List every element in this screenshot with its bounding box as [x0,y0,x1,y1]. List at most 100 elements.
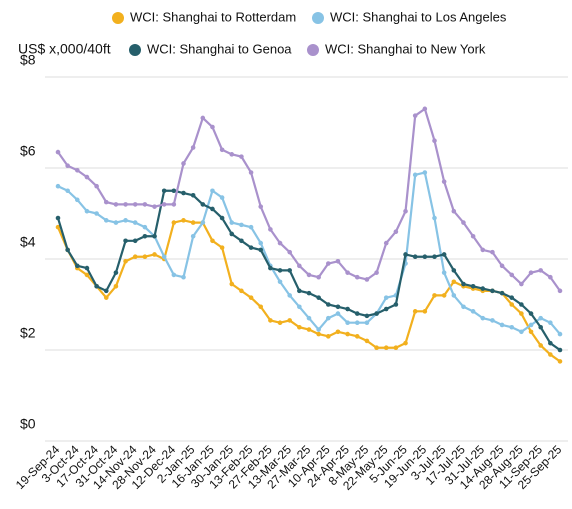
data-point [364,338,370,344]
data-point [451,293,457,298]
data-point [297,288,302,294]
data-point [470,284,476,289]
data-point [316,274,321,280]
data-point [354,311,360,316]
data-point [84,272,90,278]
data-point [538,315,543,321]
data-point [297,304,302,310]
data-point [557,288,563,294]
data-point [103,295,109,300]
data-point [277,268,283,273]
data-point [258,240,264,246]
data-point [287,293,292,298]
series-line [56,189,561,351]
data-point [103,288,109,294]
data-point [287,268,292,273]
data-point [316,331,321,337]
data-point [142,233,148,239]
data-point [248,245,254,250]
data-point [219,147,225,153]
data-point [171,188,177,194]
data-point [528,311,534,316]
data-point [383,345,389,351]
data-point [277,240,283,246]
data-point [75,167,80,173]
data-point [364,320,370,326]
data-point [326,302,331,307]
data-point [490,288,495,294]
data-point [499,290,505,296]
data-point [528,329,534,335]
data-point [287,318,292,323]
data-point [65,188,70,194]
data-point [335,304,341,310]
data-point [354,320,360,326]
data-point [364,277,370,282]
data-point [412,113,418,118]
data-point [548,340,553,346]
data-point [364,313,370,319]
data-point [239,288,244,294]
data-point [374,311,379,316]
data-point [55,215,61,221]
data-point [84,265,90,271]
data-point [538,343,543,348]
data-point [548,320,553,326]
data-point [509,324,515,330]
data-point [316,327,321,332]
series-line [57,107,561,292]
data-point [335,329,341,335]
data-point [422,254,428,260]
data-point [306,272,312,278]
data-point [190,233,196,239]
data-point [123,258,128,264]
legend-label: WCI: Shanghai to Genoa [147,41,292,56]
data-point [393,302,399,307]
data-point [181,190,186,196]
data-point [239,222,244,228]
data-point [441,293,447,298]
data-point [210,238,215,244]
data-point [422,106,428,112]
data-point [403,340,408,346]
data-point [509,295,515,300]
data-point [345,306,350,312]
data-point [519,281,524,287]
data-point [171,202,177,207]
data-point [432,215,437,221]
data-point [229,281,235,287]
data-point [277,320,283,326]
data-point [306,290,312,296]
data-point [65,247,70,253]
data-point [354,274,360,280]
data-point [297,324,302,330]
data-point [132,238,138,244]
data-point [480,247,486,253]
data-point [142,224,148,230]
data-point [152,204,157,209]
data-point [152,252,157,257]
data-point [258,204,264,209]
data-point [210,188,215,194]
data-point [548,352,553,357]
data-point [528,270,534,275]
data-point [393,345,399,351]
data-point [490,249,495,255]
data-point [316,295,321,300]
data-point [557,331,563,337]
data-point [422,170,428,175]
legend-label: WCI: Shanghai to Los Angeles [330,9,507,24]
data-point [354,334,360,339]
data-point [258,304,264,310]
data-point [229,220,235,225]
data-point [268,227,273,232]
data-point [94,211,99,216]
y-axis-label: US$ x,000/40ft [18,41,111,57]
y-tick-label: $4 [20,234,36,250]
data-point [412,309,418,314]
data-point [171,272,177,278]
data-point [509,272,515,278]
data-point [306,327,312,332]
data-point [190,193,196,198]
data-point [451,268,457,273]
